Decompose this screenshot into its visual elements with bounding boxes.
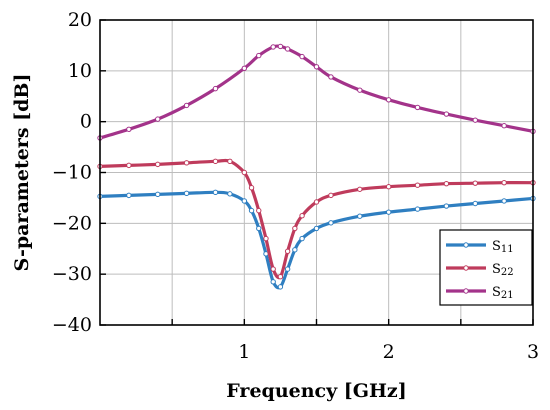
- legend-marker: [463, 242, 469, 248]
- data-point: [284, 266, 291, 272]
- data-point: [248, 185, 255, 191]
- x-axis-title: Frequency [GHz]: [226, 380, 406, 402]
- legend-label: S21: [492, 285, 514, 301]
- x-tick-label: 2: [383, 341, 395, 363]
- data-point: [227, 191, 233, 197]
- y-tick-label: 0: [80, 111, 92, 133]
- data-point: [284, 46, 291, 52]
- data-point: [414, 182, 421, 188]
- data-point: [328, 74, 334, 80]
- data-point: [328, 220, 334, 226]
- data-point: [270, 279, 276, 285]
- data-point: [126, 162, 132, 169]
- data-point: [126, 126, 132, 132]
- legend: S11 S22 S21: [439, 229, 533, 306]
- data-point: [313, 225, 320, 232]
- legend-marker: [463, 265, 469, 271]
- x-tick-label: 3: [527, 341, 539, 363]
- data-point: [472, 200, 478, 207]
- data-point: [126, 192, 132, 199]
- data-point: [414, 206, 421, 212]
- data-point: [212, 189, 219, 196]
- data-point: [256, 207, 262, 214]
- legend-label: S22: [492, 262, 514, 278]
- legend-item-S11: S11: [446, 239, 514, 255]
- axis-ticks: −40 −30 −20 −10 0 10 20 1 2 3: [52, 9, 539, 363]
- data-point: [357, 186, 363, 192]
- data-point: [183, 102, 190, 109]
- data-point: [501, 179, 507, 186]
- data-point: [277, 274, 284, 280]
- data-point: [501, 198, 507, 204]
- data-point: [212, 85, 219, 92]
- data-point: [155, 161, 161, 168]
- y-tick-label: 20: [68, 9, 92, 31]
- data-point: [155, 116, 161, 122]
- series-layer: [97, 43, 536, 290]
- y-tick-label: −10: [52, 162, 92, 184]
- data-point: [248, 207, 255, 214]
- data-point: [385, 184, 392, 190]
- data-point: [443, 180, 450, 187]
- data-point: [299, 213, 305, 219]
- data-point: [155, 191, 161, 198]
- y-axis-title: S-parameters [dB]: [11, 74, 33, 272]
- legend-label: S11: [492, 239, 514, 255]
- data-point: [313, 64, 320, 70]
- data-point: [270, 266, 276, 272]
- data-point: [256, 225, 262, 232]
- data-point: [443, 111, 450, 117]
- data-point: [292, 225, 298, 232]
- data-point: [299, 53, 305, 60]
- data-point: [385, 97, 392, 103]
- y-tick-label: −20: [52, 212, 92, 234]
- data-point: [227, 158, 233, 165]
- data-point: [472, 180, 478, 186]
- data-point: [241, 169, 248, 176]
- data-point: [385, 209, 392, 215]
- data-point: [299, 235, 305, 242]
- y-tick-label: 10: [68, 60, 92, 82]
- series-S22: [97, 158, 536, 280]
- data-point: [284, 248, 291, 254]
- data-point: [357, 87, 363, 93]
- y-tick-label: −40: [52, 314, 92, 336]
- data-point: [443, 203, 450, 209]
- data-point: [414, 104, 421, 111]
- legend-item-S22: S22: [446, 262, 514, 278]
- data-point: [472, 117, 478, 123]
- data-point: [183, 160, 190, 166]
- data-point: [270, 44, 276, 50]
- data-point: [241, 65, 248, 71]
- data-point: [212, 158, 219, 165]
- x-tick-label: 1: [238, 341, 250, 363]
- y-tick-label: −30: [52, 263, 92, 285]
- data-point: [263, 235, 269, 242]
- data-point: [277, 284, 284, 290]
- series-S21: [97, 43, 536, 141]
- data-point: [292, 247, 298, 253]
- data-point: [313, 199, 320, 205]
- data-point: [277, 43, 284, 50]
- legend-item-S21: S21: [446, 285, 514, 301]
- data-point: [328, 192, 334, 199]
- data-point: [241, 198, 248, 204]
- legend-marker: [463, 288, 469, 294]
- data-point: [256, 52, 262, 59]
- data-point: [501, 123, 507, 129]
- data-point: [183, 190, 190, 197]
- data-point: [357, 213, 363, 219]
